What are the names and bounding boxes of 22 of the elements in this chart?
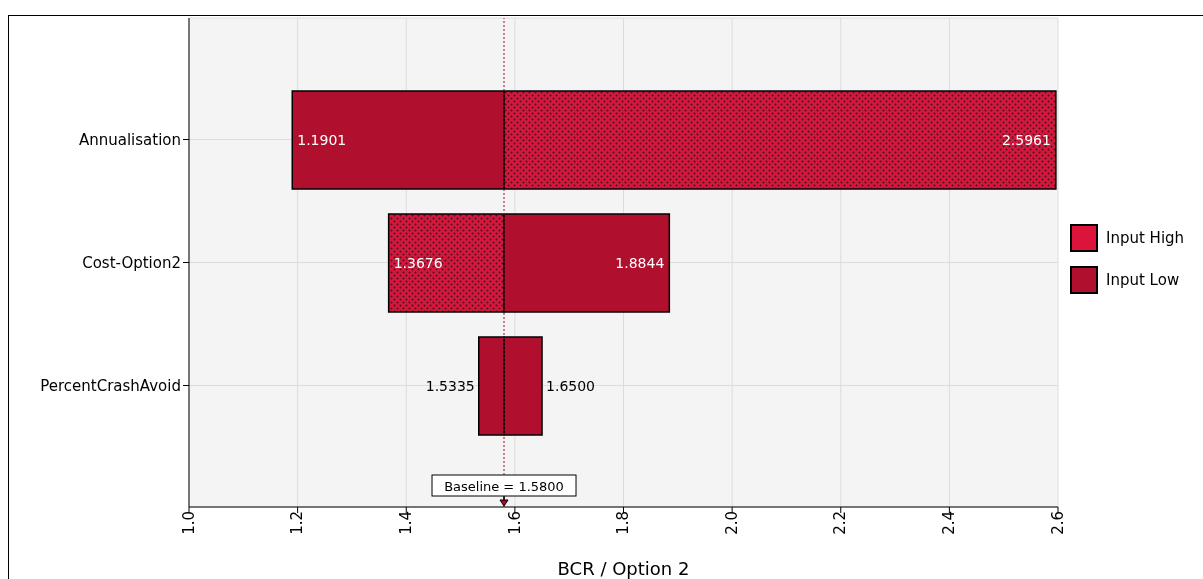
annotation: 1.1901 xyxy=(297,131,347,148)
y-tick-label: Cost-Option2 xyxy=(82,253,181,272)
x-tick-label: 1.2 xyxy=(288,511,307,535)
x-tick-label: 1.0 xyxy=(179,511,198,535)
annotation: 1.8844 xyxy=(615,254,665,271)
x-tick-label: 2.6 xyxy=(1048,511,1067,535)
annotation: 2.5961 xyxy=(1001,131,1051,148)
y-tick-label: PercentCrashAvoid xyxy=(40,376,181,395)
x-tick-label: 2.0 xyxy=(722,511,741,535)
legend-label: Input Low xyxy=(1106,271,1180,289)
x-tick-label: 1.8 xyxy=(614,511,633,535)
annotation: 1.6500 xyxy=(546,377,596,394)
legend-label: Input High xyxy=(1106,229,1185,247)
y-tick-label: Annualisation xyxy=(78,130,181,149)
x-tick-label: 1.6 xyxy=(505,511,524,535)
ref-line-label: Baseline = 1.5800 xyxy=(444,478,564,494)
x-tick-label: 2.4 xyxy=(940,511,959,535)
x-tick-label: 1.4 xyxy=(396,511,415,535)
x-axis-title: BCR / Option 2 xyxy=(557,558,690,579)
x-tick-label: 2.2 xyxy=(831,511,850,535)
annotation: 1.5335 xyxy=(425,377,475,394)
annotation: 1.3676 xyxy=(393,254,443,271)
